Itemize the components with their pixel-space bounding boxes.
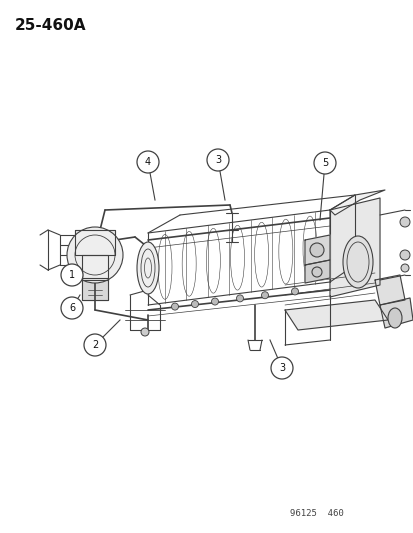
Polygon shape [82,255,108,280]
Circle shape [291,288,298,295]
Ellipse shape [387,308,401,328]
Text: 96125  460: 96125 460 [289,509,343,518]
Text: 25-460A: 25-460A [15,18,86,33]
Text: 2: 2 [92,340,98,350]
Ellipse shape [137,242,159,294]
Circle shape [206,149,228,171]
Text: 1: 1 [69,270,75,280]
Polygon shape [75,230,115,255]
Circle shape [61,264,83,286]
Circle shape [311,267,321,277]
Circle shape [211,298,218,305]
Ellipse shape [342,236,372,288]
Circle shape [271,357,292,379]
Circle shape [399,250,409,260]
Circle shape [400,264,408,272]
Circle shape [191,301,198,308]
Polygon shape [374,275,404,305]
Circle shape [84,334,106,356]
Circle shape [61,297,83,319]
Circle shape [309,243,323,257]
Polygon shape [304,260,329,283]
Text: 6: 6 [69,303,75,313]
Polygon shape [284,300,387,330]
Circle shape [171,303,178,310]
Circle shape [313,152,335,174]
Polygon shape [304,235,329,265]
Circle shape [261,292,268,298]
Circle shape [67,227,123,283]
Text: 3: 3 [214,155,221,165]
Text: 5: 5 [321,158,328,168]
Circle shape [141,328,149,336]
Circle shape [236,295,243,302]
Text: 3: 3 [278,363,285,373]
Circle shape [399,217,409,227]
Circle shape [137,151,159,173]
Polygon shape [329,198,379,297]
Polygon shape [329,190,384,215]
Text: 4: 4 [145,157,151,167]
Polygon shape [82,278,108,300]
Polygon shape [379,298,412,328]
